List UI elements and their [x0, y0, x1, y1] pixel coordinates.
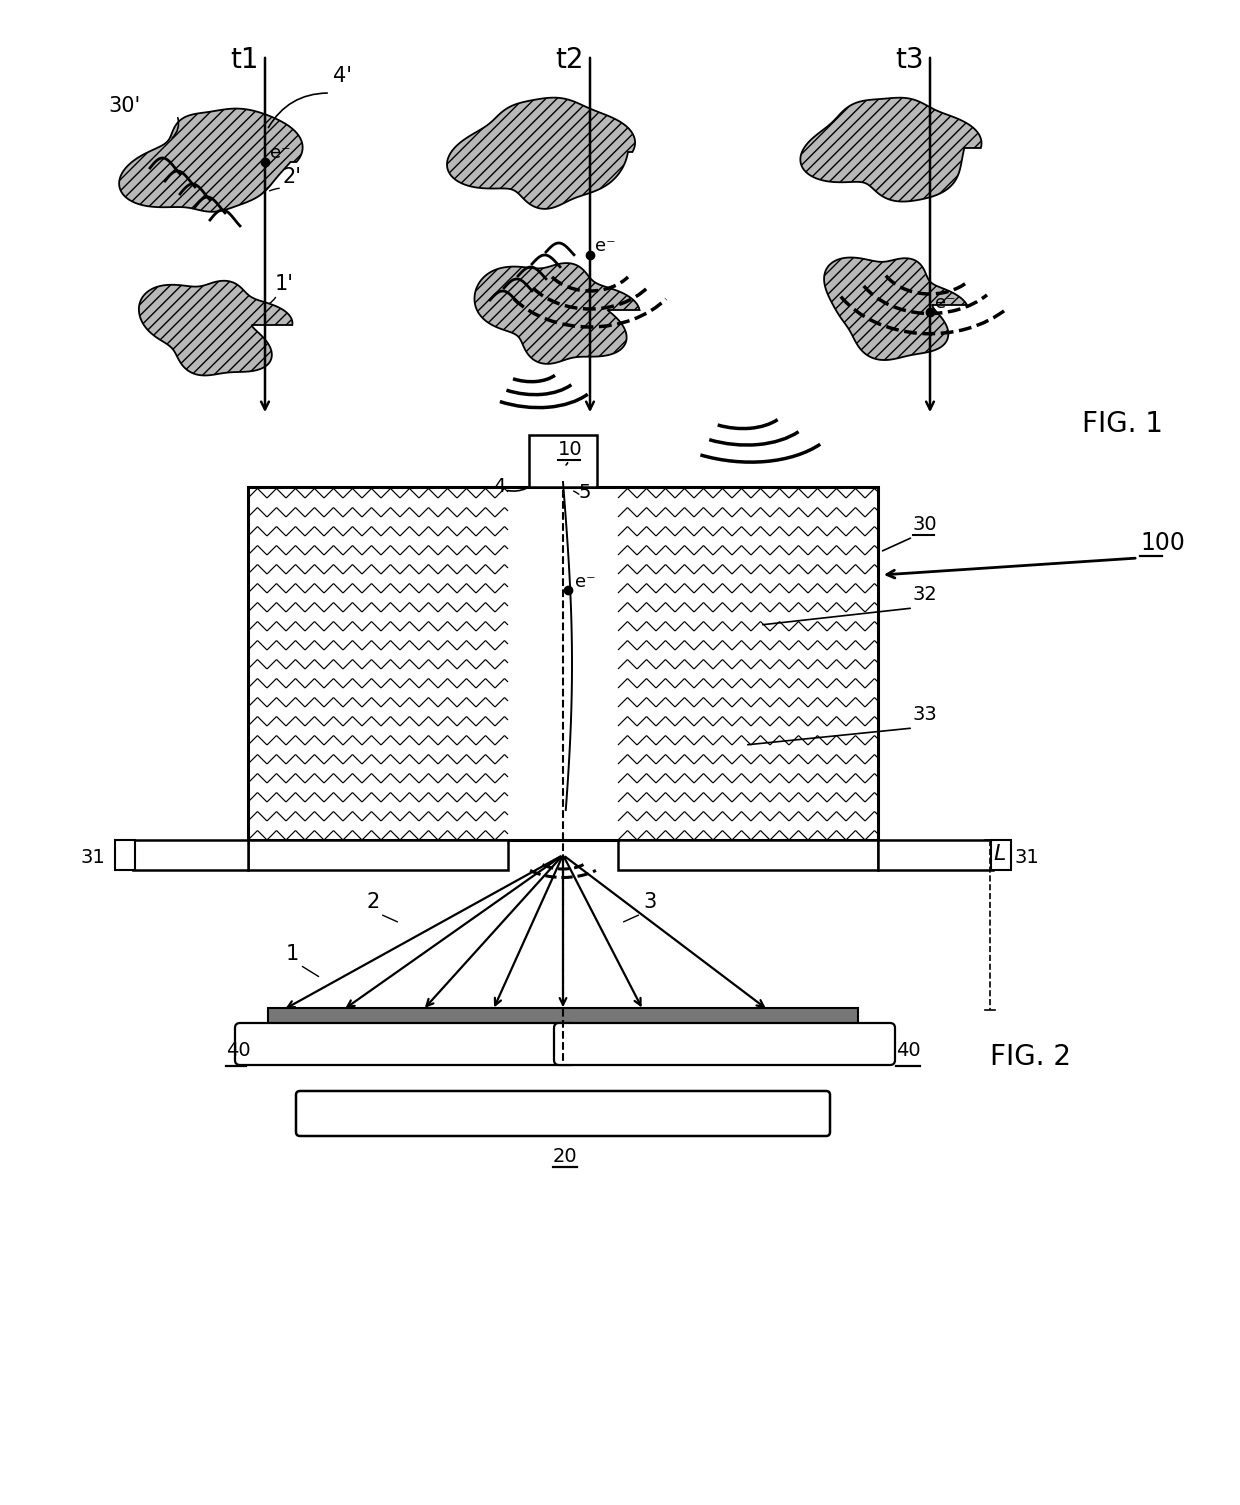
Text: 20: 20 — [553, 1147, 578, 1166]
FancyBboxPatch shape — [236, 1023, 577, 1066]
Text: 1': 1' — [275, 274, 294, 293]
Text: 100: 100 — [1140, 531, 1185, 555]
Text: t1: t1 — [229, 47, 258, 74]
Polygon shape — [475, 263, 640, 364]
Bar — [529, 435, 596, 488]
Text: 4: 4 — [494, 477, 506, 497]
Bar — [248, 840, 508, 870]
Bar — [115, 840, 135, 870]
Text: 40: 40 — [897, 1041, 920, 1060]
Text: 4': 4' — [334, 66, 352, 86]
Polygon shape — [119, 108, 303, 212]
Text: e⁻: e⁻ — [575, 573, 595, 591]
Bar — [268, 1008, 858, 1028]
Text: 32: 32 — [913, 585, 937, 604]
Text: e⁻: e⁻ — [270, 144, 290, 163]
Text: FIG. 2: FIG. 2 — [990, 1043, 1071, 1072]
Text: FIG. 1: FIG. 1 — [1083, 409, 1163, 438]
Text: 30': 30' — [108, 96, 140, 116]
Bar — [248, 488, 878, 840]
Polygon shape — [446, 98, 635, 209]
Bar — [248, 488, 878, 840]
Text: 2: 2 — [366, 892, 379, 912]
Polygon shape — [139, 281, 293, 375]
Text: e⁻: e⁻ — [595, 236, 615, 254]
Bar — [991, 840, 1011, 870]
Text: 5: 5 — [578, 483, 590, 503]
FancyBboxPatch shape — [296, 1091, 830, 1136]
Bar — [618, 840, 878, 870]
Text: 3: 3 — [644, 892, 656, 912]
Bar — [248, 488, 508, 840]
Text: 1: 1 — [286, 944, 299, 965]
Text: e⁻: e⁻ — [935, 293, 956, 312]
Bar — [618, 488, 878, 840]
Polygon shape — [800, 98, 982, 202]
Text: 33: 33 — [913, 704, 937, 724]
FancyBboxPatch shape — [554, 1023, 895, 1066]
Bar — [508, 488, 618, 840]
Bar — [133, 840, 248, 870]
Text: 10: 10 — [558, 439, 583, 459]
Text: 2': 2' — [283, 167, 303, 187]
Polygon shape — [825, 257, 967, 360]
Text: 30: 30 — [913, 515, 937, 534]
Text: 31: 31 — [1016, 847, 1040, 867]
Text: 40: 40 — [226, 1041, 250, 1060]
Text: t2: t2 — [556, 47, 584, 74]
Text: L: L — [993, 844, 1006, 864]
Bar — [878, 840, 993, 870]
Text: t3: t3 — [895, 47, 924, 74]
Text: 31: 31 — [81, 847, 105, 867]
